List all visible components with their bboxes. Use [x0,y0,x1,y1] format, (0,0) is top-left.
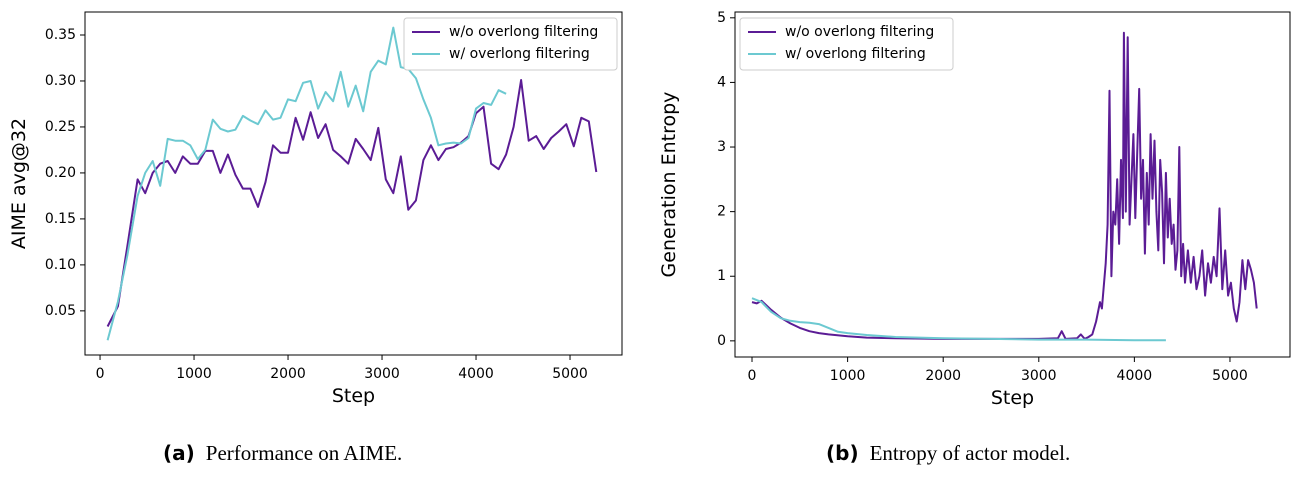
legend-label: w/o overlong filtering [449,24,598,40]
series-line [751,297,1166,342]
x-tick-label: 1000 [830,368,866,384]
y-tick-label: 0.35 [45,27,76,43]
x-tick-label: 1000 [176,366,212,382]
x-tick-label: 3000 [364,366,400,382]
y-tick-label: 1 [717,268,726,284]
y-tick-label: 0.10 [45,257,76,273]
y-tick-label: 2 [717,204,726,220]
y-tick-label: 5 [717,10,726,26]
x-tick-label: 0 [96,366,105,382]
caption-tag: (a) [163,441,195,465]
caption-tag: (b) [826,441,859,465]
y-tick-label: 0 [717,333,726,349]
y-tick-label: 0.20 [45,165,76,181]
caption: Performance on AIME. [206,441,403,465]
x-tick-label: 0 [748,368,757,384]
y-tick-label: 0.15 [45,211,76,227]
x-tick-label: 4000 [1117,368,1153,384]
x-tick-label: 5000 [552,366,588,382]
x-tick-label: 3000 [1021,368,1057,384]
series-line [106,26,507,341]
x-tick-label: 2000 [270,366,306,382]
legend-label: w/o overlong filtering [785,24,934,40]
y-tick-label: 4 [717,74,726,90]
plot-frame [84,11,623,356]
x-tick-label: 4000 [458,366,494,382]
x-tick-label: 2000 [925,368,961,384]
y-axis-label: Generation Entropy [658,92,680,278]
y-tick-label: 0.05 [45,303,76,319]
y-axis-label: AIME avg@32 [8,118,30,249]
series-line [106,79,598,327]
y-tick-label: 0.25 [45,119,76,135]
legend-label: w/ overlong filtering [449,46,590,62]
subplot: 0 1000 2000 3000 4000 5000 0.05 0.10 0.15 0.20 0.2… [8,11,623,465]
x-tick-label: 5000 [1212,368,1248,384]
subplot: 0 1000 2000 3000 4000 5000 0 1 2 3 4 5 Step Generatio… [658,10,1291,465]
x-axis-label: Step [332,385,375,407]
y-tick-label: 3 [717,139,726,155]
legend-label: w/ overlong filtering [785,46,926,62]
legend-box [739,17,954,71]
plot-frame [734,11,1291,358]
y-tick-label: 0.30 [45,73,76,89]
series-line [751,31,1258,340]
caption: Entropy of actor model. [870,441,1071,465]
legend-box [403,17,618,71]
x-axis-label: Step [991,387,1034,409]
